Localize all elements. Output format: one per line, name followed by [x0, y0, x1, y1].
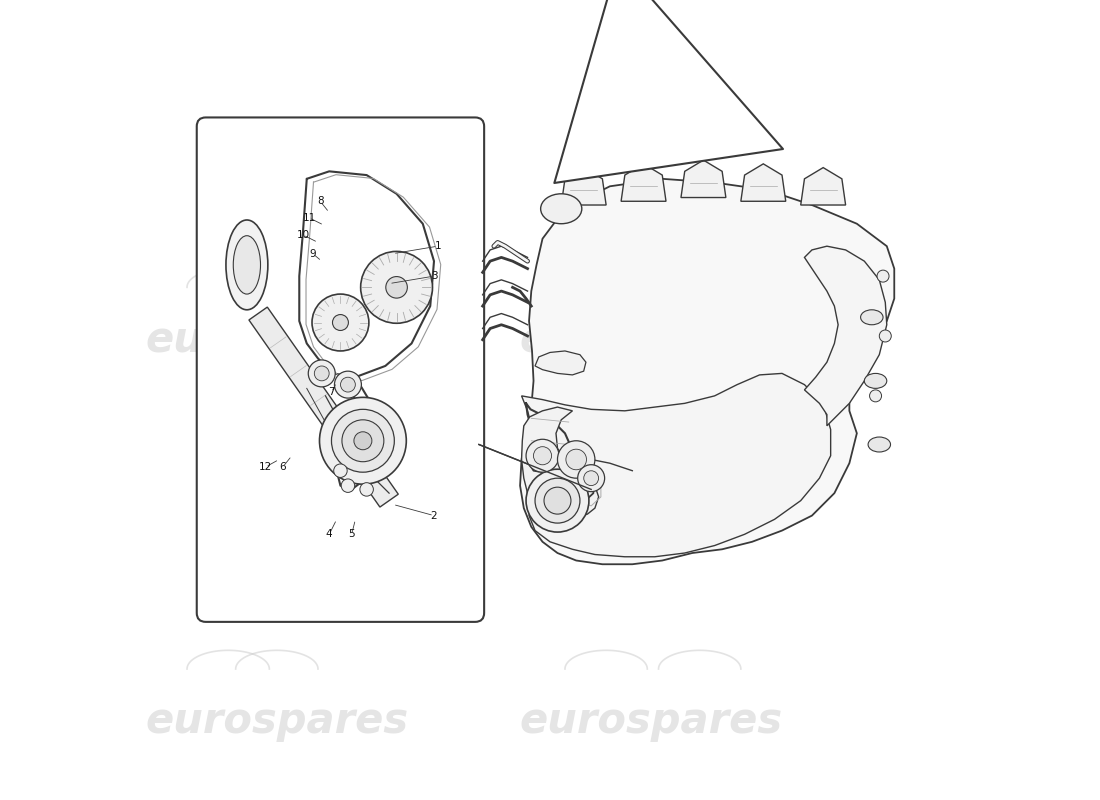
- Text: eurospares: eurospares: [145, 318, 408, 361]
- Polygon shape: [521, 374, 830, 557]
- Circle shape: [333, 464, 348, 478]
- Text: 6: 6: [279, 462, 286, 472]
- Circle shape: [332, 314, 349, 330]
- Circle shape: [386, 277, 407, 298]
- Circle shape: [584, 470, 598, 486]
- Polygon shape: [740, 164, 785, 202]
- Polygon shape: [801, 167, 846, 205]
- Ellipse shape: [226, 220, 267, 310]
- Ellipse shape: [860, 310, 883, 325]
- Text: 1: 1: [434, 241, 441, 251]
- Text: 12: 12: [258, 462, 272, 472]
- Polygon shape: [681, 160, 726, 198]
- Circle shape: [315, 366, 329, 381]
- Ellipse shape: [540, 194, 582, 224]
- Text: eurospares: eurospares: [519, 318, 782, 361]
- Text: 8: 8: [317, 196, 323, 206]
- FancyBboxPatch shape: [197, 118, 484, 622]
- Text: 4: 4: [326, 530, 332, 539]
- Text: 2: 2: [431, 510, 438, 521]
- Circle shape: [879, 330, 891, 342]
- Polygon shape: [621, 164, 665, 202]
- Circle shape: [565, 449, 586, 470]
- Circle shape: [312, 294, 368, 351]
- Circle shape: [331, 410, 394, 472]
- Polygon shape: [804, 246, 887, 426]
- Circle shape: [361, 251, 432, 323]
- Circle shape: [535, 478, 580, 523]
- Circle shape: [360, 482, 373, 496]
- Circle shape: [877, 270, 889, 282]
- Circle shape: [342, 420, 384, 462]
- Polygon shape: [521, 407, 598, 517]
- Circle shape: [526, 439, 559, 472]
- Ellipse shape: [865, 374, 887, 388]
- Polygon shape: [520, 179, 894, 564]
- Text: 7: 7: [328, 387, 334, 397]
- Circle shape: [558, 441, 595, 478]
- Circle shape: [526, 470, 588, 532]
- Circle shape: [308, 360, 336, 387]
- Circle shape: [578, 465, 605, 492]
- Ellipse shape: [233, 236, 261, 294]
- Text: 11: 11: [302, 213, 316, 222]
- Text: eurospares: eurospares: [145, 701, 408, 742]
- Text: 9: 9: [309, 249, 316, 258]
- Circle shape: [341, 479, 354, 493]
- Text: 10: 10: [297, 230, 309, 240]
- Text: 3: 3: [431, 271, 438, 281]
- Circle shape: [341, 378, 355, 392]
- Circle shape: [870, 390, 881, 402]
- Circle shape: [544, 487, 571, 514]
- Polygon shape: [535, 351, 586, 375]
- Circle shape: [354, 432, 372, 450]
- Circle shape: [334, 371, 362, 398]
- Polygon shape: [561, 167, 606, 205]
- Polygon shape: [249, 307, 398, 507]
- Text: eurospares: eurospares: [519, 701, 782, 742]
- Circle shape: [319, 398, 406, 484]
- Text: 5: 5: [349, 530, 355, 539]
- Circle shape: [534, 446, 551, 465]
- Ellipse shape: [868, 437, 891, 452]
